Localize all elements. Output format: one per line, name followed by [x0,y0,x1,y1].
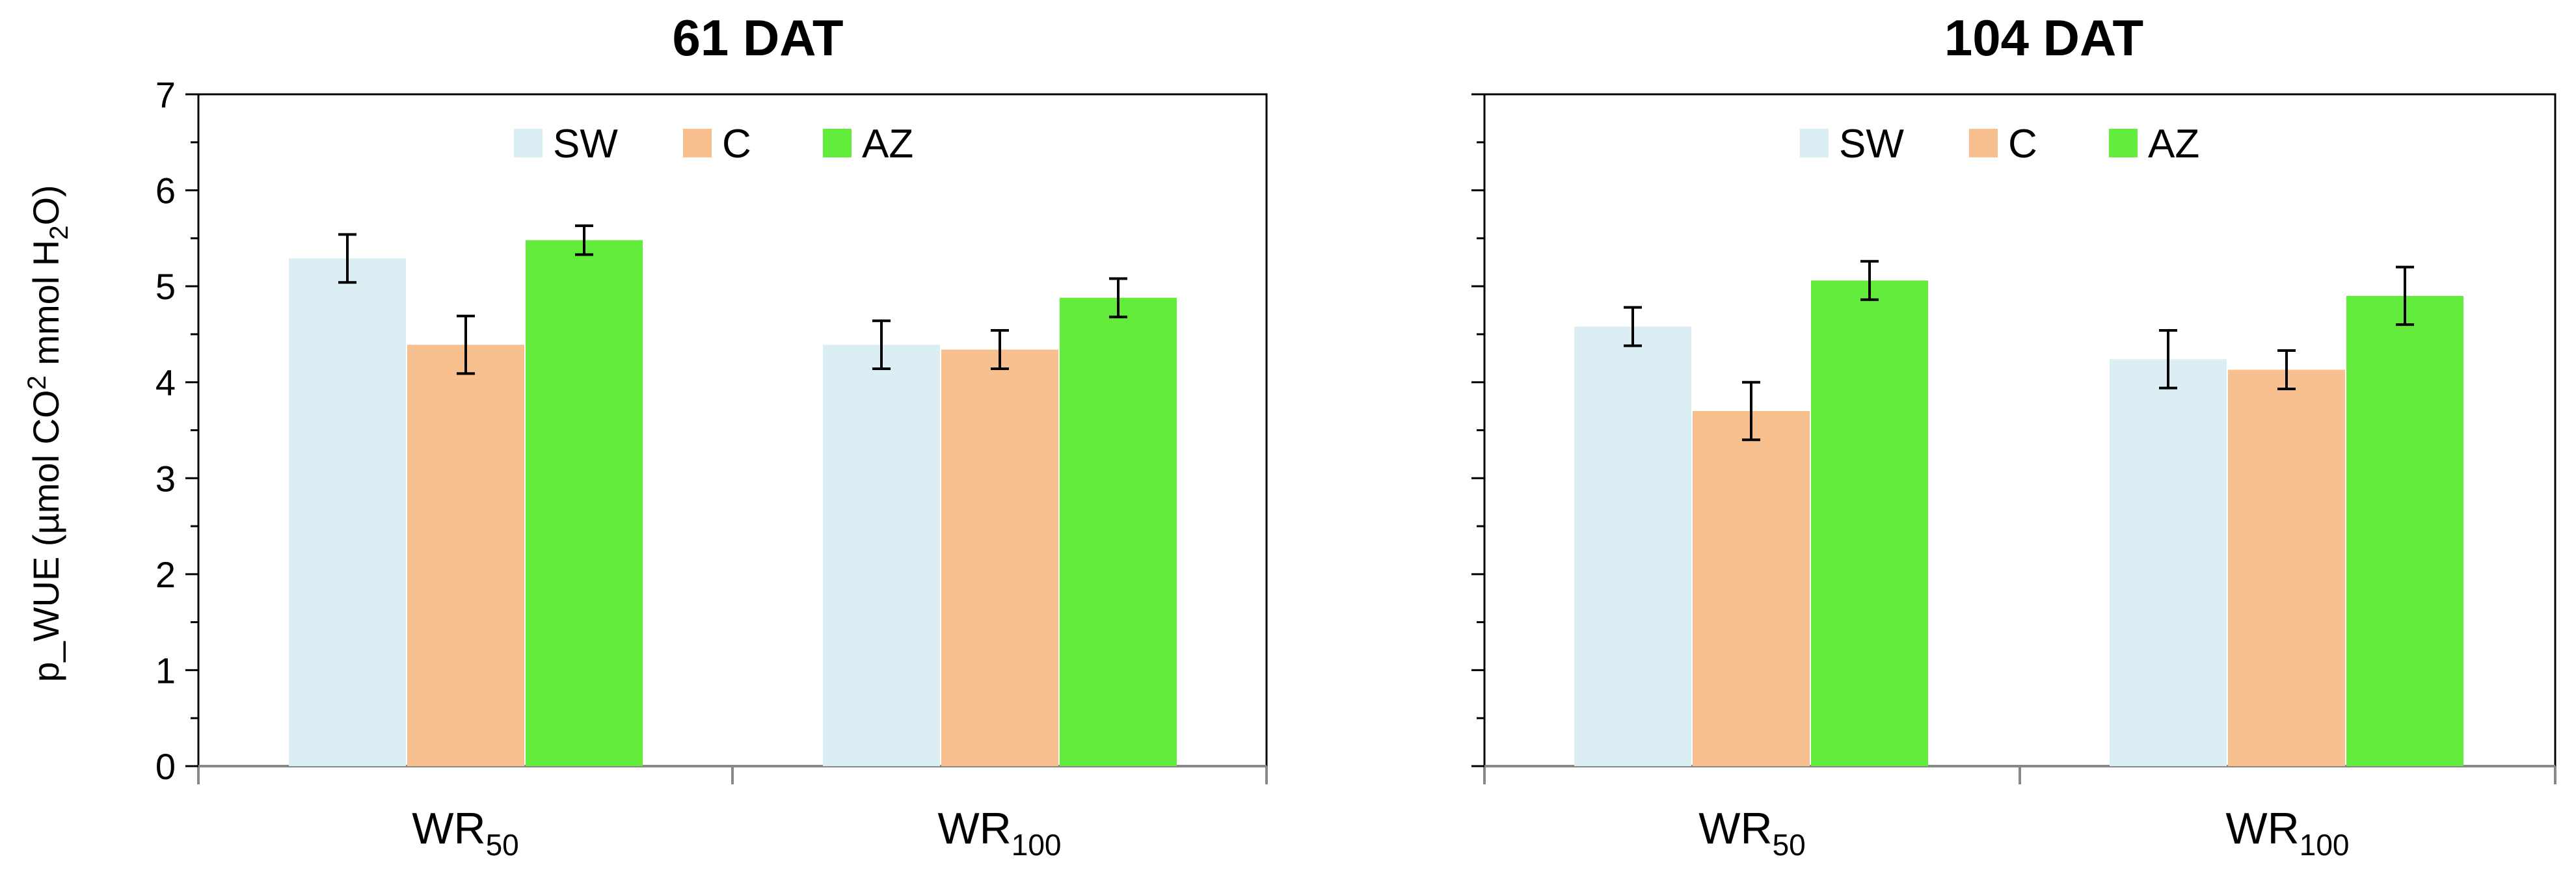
bar-c [941,349,1058,766]
legend-swatch-sw [514,129,543,157]
chart-title: 61 DAT [673,9,844,66]
legend-swatch-sw [1800,129,1829,157]
bar-sw [2110,359,2227,766]
x-category-label: WR100 [937,804,1061,862]
x-category-label-text: WR [937,804,1011,853]
y-tick-label: 7 [155,74,176,115]
y-axis-label-text: mmol H [25,240,66,375]
x-category-label: WR50 [1698,804,1805,862]
bar-az [1060,297,1177,766]
bar-az [526,240,643,766]
y-tick-label: 1 [155,650,176,691]
y-tick-label: 6 [155,170,176,211]
legend-label: AZ [2148,122,2199,166]
chart-title: 104 DAT [1944,9,2143,66]
legend-swatch-az [823,129,852,157]
x-category-label-subscript: 100 [1012,828,1062,862]
x-category-label-text: WR [2225,804,2299,853]
y-axis-label-subscript: 2 [45,226,74,240]
bar-sw [1574,326,1691,766]
legend-label: SW [553,122,618,166]
x-category-label-text: WR [412,804,485,853]
bar-sw [289,258,406,766]
x-category-label-subscript: 50 [1773,828,1806,862]
x-category-label-subscript: 100 [2300,828,2350,862]
y-axis-label: p_WUE (µmol CO2 mmol H2O) [23,185,74,682]
y-tick-label: 3 [155,458,176,499]
y-tick-label: 2 [155,554,176,595]
y-axis-label-superscript: 2 [23,375,51,390]
y-axis-label-text: O) [25,185,66,225]
x-category-label-subscript: 50 [486,828,519,862]
bar-c [407,345,524,766]
x-category-label: WR100 [2225,804,2349,862]
legend-swatch-c [683,129,712,157]
x-category-label: WR50 [412,804,518,862]
legend-swatch-az [2109,129,2138,157]
y-tick-label: 4 [155,362,176,403]
legend-swatch-c [1969,129,1998,157]
legend-label: C [722,122,751,166]
bar-c [1693,410,1810,766]
legend-label: C [2008,122,2037,166]
y-axis-label-text: p_WUE (µmol CO [25,390,66,682]
bar-az [2346,295,2463,766]
bar-c [2228,369,2345,766]
y-tick-label: 0 [155,746,176,787]
legend-label: AZ [862,122,913,166]
legend-label: SW [1839,122,1904,166]
bar-sw [823,345,940,766]
bar-az [1811,280,1928,766]
x-category-label-text: WR [1698,804,1772,853]
y-tick-label: 5 [155,266,176,307]
